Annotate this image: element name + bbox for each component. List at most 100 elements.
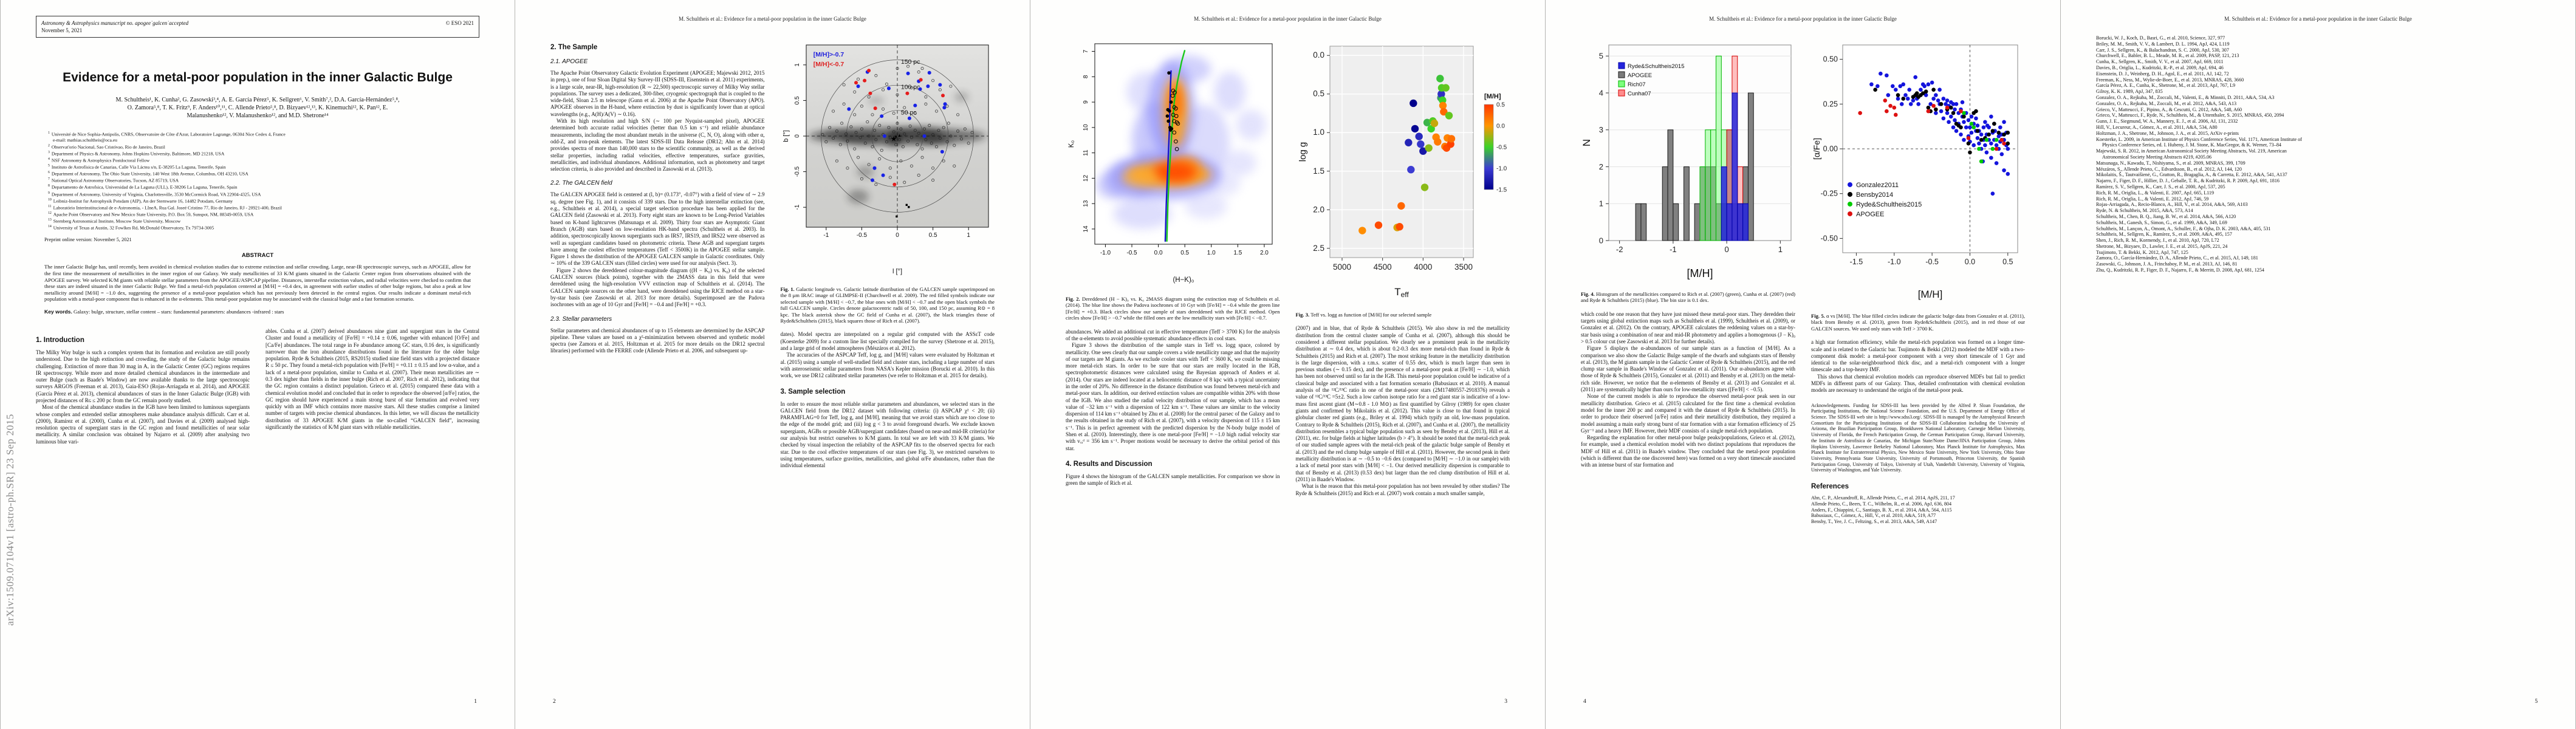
- reference-item: Ahn, C. P., Alexandroff, R., Allende Pri…: [1811, 495, 1955, 501]
- paragraph: Figure 3 shows the distribution of the s…: [1066, 342, 1280, 451]
- svg-text:0: 0: [1599, 236, 1603, 245]
- svg-text:-0.5: -0.5: [1925, 258, 1939, 266]
- svg-text:0.0: 0.0: [1313, 50, 1324, 60]
- affiliation: 7 National Optical Astronomy Observatorie…: [44, 177, 471, 183]
- keywords-text: Galaxy: bulge, structure, stellar conten…: [74, 308, 284, 315]
- reference-item: Majewski, S. R. 2012, in American Astron…: [2096, 148, 2287, 160]
- author-line: Malanushenko¹², V. Malanushenko¹², and M…: [187, 112, 329, 119]
- reference-item: Gonzalez, O. A., Rejkuba, M., Zoccali, M…: [2096, 100, 2237, 106]
- subsection-2-3-heading: 2.3. Stellar parameters: [550, 315, 612, 323]
- affiliation-number: 4: [48, 157, 50, 161]
- affiliation: 6 Department of Astronomy, The Ohio State…: [44, 170, 471, 177]
- svg-text:3500: 3500: [1454, 262, 1472, 272]
- svg-text:0.5: 0.5: [794, 96, 801, 104]
- svg-text:[α/Fe]: [α/Fe]: [1812, 138, 1821, 160]
- paragraph: The Apache Point Observatory Galactic Ev…: [550, 70, 765, 117]
- svg-text:-1.0: -1.0: [1888, 258, 1901, 266]
- section-1-heading: 1. Introduction: [36, 336, 84, 344]
- reference-item: Churchwell, E., Babler, B. L., Meade, M.…: [2096, 53, 2239, 59]
- affiliation-text: Departamento de Astrofsica, Universidad …: [51, 185, 238, 190]
- svg-text:-1: -1: [1670, 245, 1677, 254]
- page-number: 2: [553, 699, 556, 705]
- reference-item: Hill, V., Lecureur, A., Gómez, A., et al…: [2096, 124, 2218, 130]
- svg-text:K₀: K₀: [1068, 140, 1075, 148]
- reference-item: García Pérez, A. E., Cunha, K., Shetrone…: [2096, 83, 2236, 89]
- svg-text:1: 1: [794, 63, 801, 67]
- page1-column-1: 1. Introduction The Milky Way bulge is s…: [36, 328, 250, 445]
- page-number: 1: [474, 699, 477, 705]
- paragraph: a high star formation efficiency, while …: [1811, 339, 2025, 373]
- svg-text:-1.5: -1.5: [1496, 187, 1507, 194]
- svg-text:■: ■: [905, 204, 908, 208]
- section-4-heading: 4. Results and Discussion: [1066, 460, 1153, 468]
- svg-text:1.0: 1.0: [1313, 128, 1324, 137]
- affiliation-text: Department of Physics & Astronomy, Johns…: [51, 151, 225, 157]
- page2-column-2: 50 pc 100 pc 150 pc ★ ▲ ▲ ■ ■ ■ [M/H]>-0.7 [M/H]<-…: [781, 35, 995, 469]
- affiliation: 13 Sternberg Astronomical Institute, Mosc…: [44, 217, 471, 224]
- reference-item: Babusiaux, C., Gómez, A., Hill, V., et a…: [1811, 513, 1936, 519]
- author-line: O. Zamora⁵,⁸, T. K. Fritz⁹, F. Anders¹⁰,…: [127, 104, 388, 111]
- affiliation: 2 Observat'orio Nacional, Sao Cristóvao, …: [44, 143, 471, 150]
- references-list: Ahn, C. P., Alexandroff, R., Allende Pri…: [1811, 495, 2025, 525]
- reference-item: Shetrone, M., Bizyaev, D., Lawler, J. E.…: [2096, 243, 2228, 249]
- svg-text:2.0: 2.0: [1260, 250, 1269, 256]
- affiliation-text: National Optical Astronomy Observatories…: [51, 177, 179, 183]
- affiliation-text: Department of Astronomy, The Ohio State …: [51, 171, 248, 177]
- svg-text:-1.5: -1.5: [1850, 258, 1863, 266]
- affiliation-text: University of Texas at Austin, 32 Fowlke…: [53, 225, 214, 231]
- subsection-2-1-heading: 2.1. APOGEE: [550, 58, 588, 65]
- svg-text:0.5: 0.5: [928, 232, 937, 239]
- svg-text:-0.5: -0.5: [794, 166, 801, 177]
- affiliation-number: 5: [48, 164, 50, 168]
- affiliation-number: 11: [48, 204, 52, 208]
- svg-text:0.00: 0.00: [1823, 145, 1838, 153]
- affiliation-number: 3: [48, 150, 50, 154]
- affiliation-number: 12: [48, 211, 52, 215]
- page-3: M. Schultheis et al.: Evidence for a met…: [1030, 0, 1546, 729]
- paragraph: What is the reason that this metal-poor …: [1295, 483, 1510, 496]
- paragraph: Figure 2 shows the dereddened colour-mag…: [550, 267, 765, 308]
- paragraph: Stellar parameters and chemical abundanc…: [550, 327, 765, 354]
- page1-column-2: ables. Cunha et al. (2007) derived abund…: [265, 328, 479, 445]
- keywords: Key words. Galaxy: bulge, structure, ste…: [44, 309, 471, 315]
- svg-text:[M/H]: [M/H]: [1687, 267, 1713, 279]
- affiliation-number: 2: [48, 143, 50, 148]
- page3-column-1: -1.0 -0.5 0.0 0.5 1.0 1.5 2.0 7 8 9 10 11 12 13 14 (H−K…: [1066, 35, 1280, 497]
- reference-item: Zhu, Q., Kudritzki, R. P., Figer, D. F.,…: [2096, 267, 2264, 273]
- paragraph: Figure 5 displays the α-abundances of ou…: [1581, 345, 1795, 393]
- figure-4-metallicity-histogram: Ryde&Schultheis2015 APOGEE Rich07 Cunha07 -2…: [1581, 38, 1795, 286]
- svg-text:1: 1: [1599, 199, 1603, 208]
- figure-2-cmd-plot: -1.0 -0.5 0.0 0.5 1.0 1.5 2.0 7 8 9 10 11 12 13 14 (H−K…: [1066, 38, 1280, 291]
- reference-item: Rojas-Arriagada, A., Recio-Blanco, A., H…: [2096, 202, 2248, 208]
- paragraph: Regarding the explanation for other meta…: [1581, 434, 1795, 468]
- svg-text:2: 2: [1599, 162, 1603, 171]
- page4-column-1: Ryde&Schultheis2015 APOGEE Rich07 Cunha07 -2…: [1581, 35, 1795, 525]
- reference-item: Grieco, V., Matteucci, F., Ryde, N., Sch…: [2096, 112, 2284, 118]
- reference-item: Briley, M. M., Smith, V. V., & Lambert, …: [2096, 41, 2230, 47]
- svg-text:7: 7: [1083, 49, 1089, 53]
- svg-text:1.5: 1.5: [1233, 250, 1242, 256]
- figure-3-label: Fig. 3.: [1295, 312, 1310, 318]
- author-line: M. Schultheis¹, K. Cunha², G. Zasowski³,…: [115, 97, 400, 103]
- affiliation: 10 Leibniz-Institut fur Astrophysik Potsd…: [44, 197, 471, 204]
- svg-text:■: ■: [895, 214, 897, 219]
- affiliation-text: Laboratório Interinstitucional de e-Astr…: [53, 205, 283, 211]
- reference-item: Rich, R. M., Origlia, L., & Valenti, E. …: [2096, 196, 2209, 202]
- page5-column-2: [2326, 35, 2541, 273]
- svg-text:N: N: [1581, 139, 1592, 146]
- reference-item: Allende Prieto, C., Beers, T. C., Wilhel…: [1811, 501, 1952, 507]
- paragraph: dates). Model spectra are interpolated o…: [780, 331, 995, 352]
- figure-4-label: Fig. 4.: [1581, 291, 1595, 297]
- authors: M. Schultheis¹, K. Cunha², G. Zasowski³,…: [36, 96, 479, 120]
- svg-text:[M/H]: [M/H]: [1484, 93, 1501, 100]
- svg-text:■: ■: [907, 205, 909, 210]
- svg-text:0.0: 0.0: [1965, 258, 1975, 266]
- svg-text:Ryde&Schultheis2015: Ryde&Schultheis2015: [1628, 63, 1684, 70]
- affiliation-number: 6: [48, 171, 50, 175]
- svg-text:0: 0: [1725, 245, 1729, 254]
- svg-text:0.25: 0.25: [1823, 100, 1838, 108]
- svg-text:Gonzalez2011: Gonzalez2011: [1856, 182, 1899, 189]
- reference-item: Schultheis, M., Sellgren, K., Ramírez, S…: [2096, 231, 2232, 238]
- affiliation-text: Leibniz-Institut fur Astrophysik Potsdam…: [53, 198, 233, 204]
- affiliation-text: Department of Astronomy, University of V…: [51, 191, 261, 197]
